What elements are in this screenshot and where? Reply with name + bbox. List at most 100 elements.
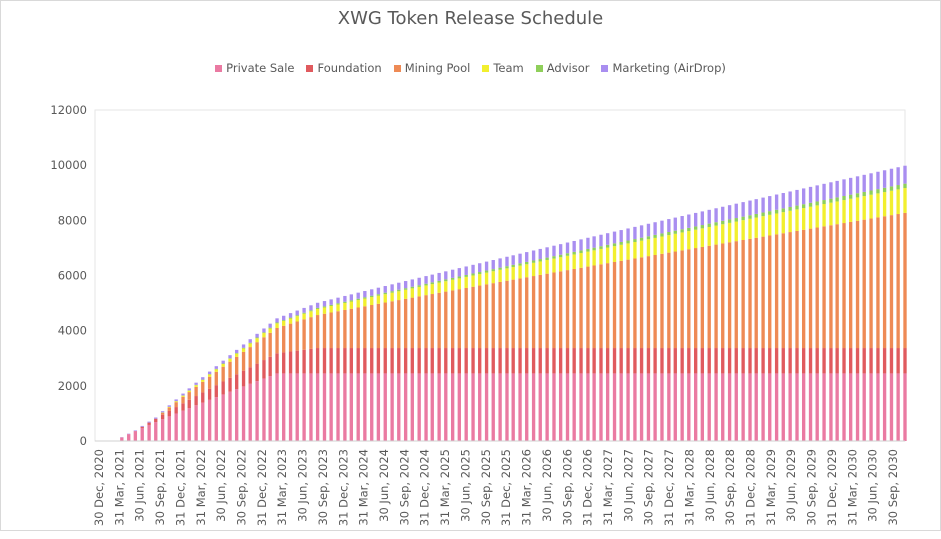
bar-segment [288,323,293,352]
bar-segment [228,361,232,378]
bar-segment [207,374,212,377]
bar-segment [187,390,191,393]
bar-segment [430,284,434,295]
bar-segment [646,373,651,441]
bar-segment [194,382,198,385]
bar-segment [491,260,495,270]
legend-item: Marketing (AirDrop) [601,61,726,75]
bar-segment [140,427,144,441]
bar-segment [714,225,718,245]
bar-segment [612,246,617,262]
bar-segment [707,226,711,246]
bar-segment [660,236,664,254]
bar-segment [498,348,502,374]
bar-segment [397,291,401,301]
bar-segment [349,373,353,441]
bar-segment [336,311,340,349]
bar-segment [241,348,246,352]
bar-segment [714,373,718,441]
bar-segment [349,308,353,349]
bar-segment [842,200,846,224]
bar-segment [262,333,266,338]
bar-segment [592,250,596,266]
bar-segment [538,274,542,349]
bar-segment [410,348,414,374]
bar-segment [241,351,246,371]
bar-segment [322,373,327,441]
bar-segment [552,373,556,441]
bar-segment [748,215,752,219]
bar-segment [336,348,340,374]
bar-segment [829,202,833,226]
bar-segment [383,286,387,293]
bar-segment [471,273,475,276]
bar-segment [545,247,549,258]
bar-segment [660,233,664,237]
bar-segment [450,279,455,291]
bar-segment [639,240,644,258]
bar-segment [430,373,434,441]
bar-segment [565,270,570,349]
bar-segment [464,287,468,349]
bar-segment [646,348,651,374]
bar-segment [525,261,529,265]
bar-segment [397,373,401,441]
x-tick-label: 31 Dec, 2024 [418,449,432,526]
bar-segment [309,311,313,318]
bar-segment [275,327,279,354]
bar-segment [552,348,556,374]
bar-segment [680,229,684,233]
x-tick-label: 30 Jun, 2027 [621,449,635,522]
x-tick-label: 30 Sep, 2021 [153,449,167,526]
bar-segment [282,320,286,321]
bars-group [120,165,907,441]
bar-segment [160,414,165,420]
bar-segment [605,373,610,441]
bar-segment [187,408,191,441]
bar-segment [437,348,441,374]
bar-segment [268,327,272,329]
bar-segment [282,373,286,441]
bar-segment [390,292,394,302]
bar-segment [390,373,394,441]
bar-segment [329,304,333,306]
bar-segment [612,373,617,441]
bar-segment [795,205,799,210]
bar-segment [822,226,826,349]
bar-segment [383,373,387,441]
bar-segment [592,236,596,248]
bar-segment [882,373,887,441]
bar-segment [295,310,299,316]
x-tick-label: 30 Jun, 2028 [703,449,717,522]
bar-segment [464,373,468,441]
bar-segment [221,364,225,367]
bar-segment [255,381,259,441]
bar-segment [599,234,603,247]
bar-segment [801,229,806,349]
bar-segment [410,286,414,289]
bar-segment [558,271,563,349]
bar-segment [572,268,576,349]
bar-segment [673,230,677,234]
bar-segment [450,277,455,280]
x-tick-label: 31 Mar, 2025 [438,449,452,526]
legend-label: Marketing (AirDrop) [612,61,726,75]
bar-segment [295,373,299,441]
bar-segment [336,297,340,304]
bar-segment [207,371,212,375]
bar-segment [903,348,907,374]
bar-segment [498,267,502,270]
bar-segment [322,307,327,314]
x-tick-label: 30 Sep, 2025 [479,449,493,526]
bar-segment [552,272,556,349]
bar-segment [160,419,165,441]
bar-segment [444,281,448,292]
bar-segment [855,220,860,349]
bar-segment [612,261,617,349]
bar-segment [592,247,596,251]
bar-segment [694,373,698,441]
legend-label: Foundation [317,61,382,75]
bar-segment [424,276,428,284]
bar-segment [255,363,259,382]
legend-item: Mining Pool [393,61,470,75]
